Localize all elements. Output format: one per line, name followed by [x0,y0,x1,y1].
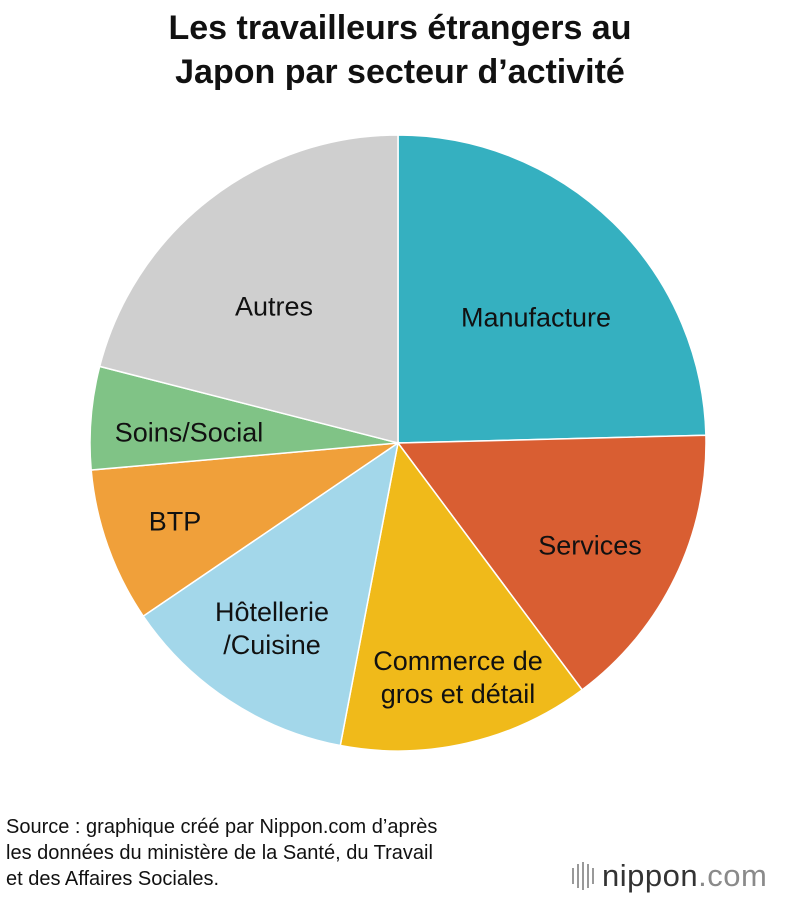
slice-label: Soins/Social [114,417,264,448]
source-note: Source : graphique créé par Nippon.com d… [6,816,438,890]
logo: nippon.com [602,858,767,894]
slice-label: BTP [148,506,202,537]
pie-slice [397,134,707,444]
slice-label: Autres [234,291,314,322]
slice-label: Manufacture [460,302,612,333]
logo-name: nippon [602,858,699,893]
pie-slice [339,441,584,752]
pie-slice [98,134,399,444]
chart-title: Les travailleurs étrangers au Japon par … [168,9,632,91]
slice-label: Hôtellerie /Cuisine [214,597,330,660]
logo-icon [572,862,594,890]
pie-slice [90,441,401,618]
slice-label: Commerce de gros et détail [373,646,543,709]
pie-slice [396,434,707,691]
logo-suffix: .com [698,858,768,893]
pie-slice [142,441,400,747]
slice-label: Services [538,530,642,561]
